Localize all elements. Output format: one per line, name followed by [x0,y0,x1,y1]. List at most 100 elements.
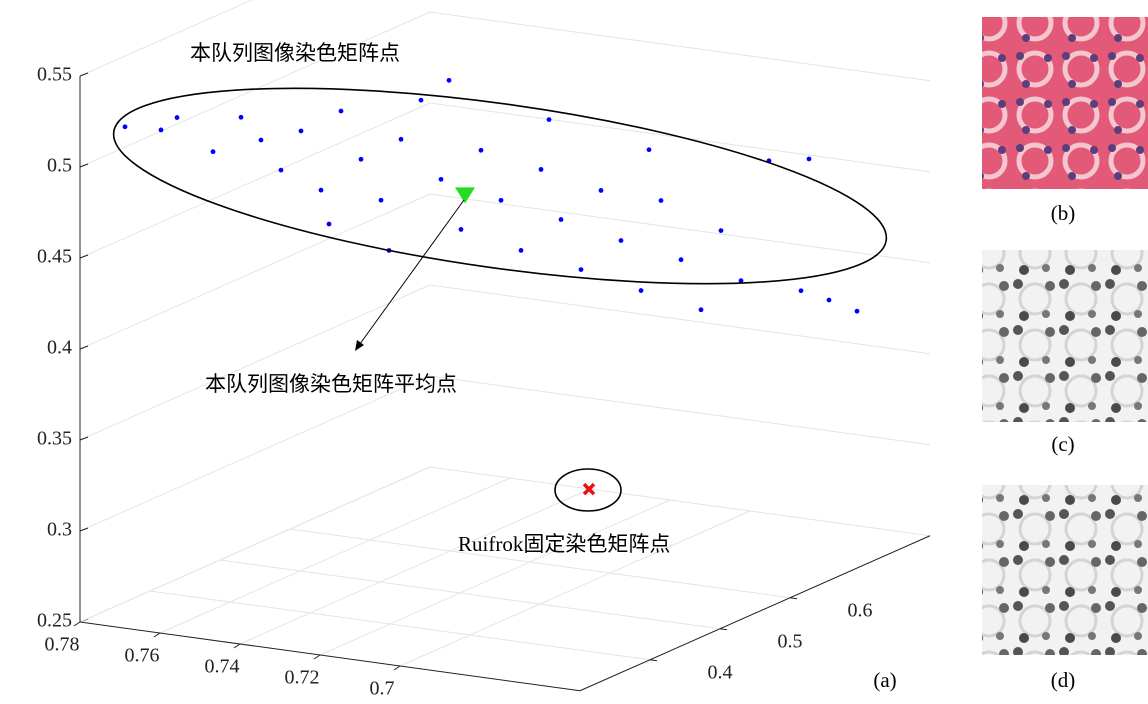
data-point [278,167,284,173]
ruifrok-ellipse [554,468,622,512]
data-point [158,127,164,133]
image-d [982,485,1148,655]
tick-mark [79,254,89,259]
data-point [418,97,424,103]
z-tick-label: 0.4 [47,337,72,359]
plot-area: 0.25 0.3 0.35 0.4 0.45 0.5 0.55 0.78 0.76 0.74 0.7… [37,0,931,700]
grid-line [79,193,431,350]
tick-mark [79,436,89,441]
grid-line [319,499,671,656]
tick-mark [789,597,798,600]
data-point [518,248,524,253]
tick-mark [79,345,89,350]
data-point [558,217,564,222]
data-point [854,308,860,314]
tick-mark [153,632,161,638]
annotation: 本队列图像染色矩阵平均点 [205,372,457,396]
panel-label: (d) [1051,668,1076,692]
data-point [298,128,304,134]
x-tick-label: 0.74 [205,656,240,678]
grid-line [289,528,791,599]
grid-line [79,0,253,77]
tick-mark [73,621,81,627]
x-tick-label: 0.78 [45,634,80,656]
data-point [738,278,744,284]
arrow-head [355,340,364,351]
grid-line [79,102,431,259]
tick-mark [393,665,401,671]
data-point [698,307,704,313]
tick-mark [649,659,658,662]
x-tick-label: 0.7 [370,678,395,700]
panel-label: (b) [1051,201,1076,225]
grid-line [149,590,651,661]
data-point [658,198,664,203]
data-point [398,136,404,142]
data-point [806,156,812,162]
data-point [318,187,324,193]
data-point [498,197,504,203]
y-tick-label: 0.5 [778,630,803,652]
data-point [678,257,684,263]
z-tick-label: 0.25 [37,610,72,632]
grid-line [79,284,431,441]
z-tick-label: 0.45 [37,246,72,268]
z-tick-label: 0.3 [47,519,72,541]
image-b [982,17,1148,189]
panel-label: (a) [873,668,896,692]
x-axis [79,621,581,692]
z-tick-label: 0.55 [37,64,72,86]
arrow [356,199,465,349]
data-point [826,297,832,303]
grid-line [429,466,931,537]
x-tick-label: 0.72 [285,667,320,689]
y-tick-label: 0.6 [848,599,873,621]
tick-mark [719,628,728,631]
data-point [438,176,444,182]
data-point [174,115,180,120]
y-tick-label: 0.4 [708,661,733,683]
grid-line [399,510,751,667]
cluster-ellipse [112,87,888,285]
panel-label: (c) [1051,432,1074,456]
data-point [598,188,604,193]
data-point [446,77,452,83]
data-point [378,197,384,203]
data-point [578,267,584,272]
grid-line [239,488,591,645]
data-point [258,137,264,143]
z-tick-label: 0.5 [47,155,72,177]
tick-mark [79,72,89,77]
grid-line [429,375,931,446]
data-point [618,238,624,243]
image-c [982,250,1148,422]
data-point [238,114,244,120]
data-point [798,288,804,294]
y-axis [579,535,931,692]
grid-line [159,477,511,634]
data-point [638,288,644,293]
grid-line [219,559,721,630]
annotation: 本队列图像染色矩阵点 [190,41,400,65]
data-point [478,147,484,153]
data-point [718,228,724,234]
annotation: Ruifrok固定染色矩阵点 [458,532,670,556]
tick-mark [233,643,241,649]
data-point [458,227,464,232]
data-point [122,124,128,130]
grid-line [429,284,931,355]
mean-point [455,187,475,204]
grid-line [429,11,931,82]
x-tick-label: 0.76 [125,645,160,667]
data-point [538,167,544,172]
tick-mark [79,527,89,532]
z-tick-label: 0.35 [37,428,72,450]
grid-line [79,466,431,623]
data-point [646,147,652,153]
data-point [326,221,332,227]
grid-line [429,193,931,264]
tick-mark [79,163,89,168]
grid-line [79,375,431,532]
tick-mark [313,654,321,660]
